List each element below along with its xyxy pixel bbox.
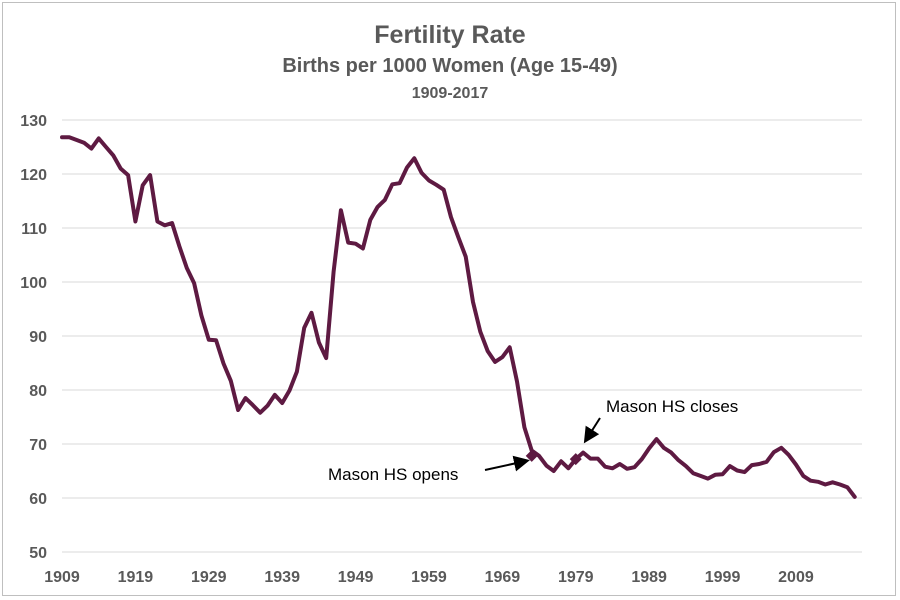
y-tick-label: 130 bbox=[20, 113, 47, 130]
chart-title: Fertility Rate bbox=[374, 21, 526, 49]
chart-subtitle: Births per 1000 Women (Age 15-49) bbox=[282, 55, 617, 77]
arrow-opens bbox=[484, 455, 530, 472]
x-tick-label: 1909 bbox=[44, 569, 80, 586]
x-tick-label: 1989 bbox=[631, 569, 667, 586]
x-tick-label: 1929 bbox=[191, 569, 227, 586]
chart-date-range: 1909-2017 bbox=[412, 85, 489, 102]
fertility-rate-line bbox=[60, 135, 857, 499]
x-tick-label: 1979 bbox=[558, 569, 594, 586]
y-tick-label: 110 bbox=[21, 221, 47, 238]
data-marker bbox=[569, 453, 582, 466]
arrow-closes bbox=[583, 417, 601, 444]
x-tick-label: 1999 bbox=[705, 569, 741, 586]
y-tick-label: 90 bbox=[29, 329, 47, 346]
annotation-mason-hs-closes: Mason HS closes bbox=[606, 397, 738, 416]
y-tick-label: 80 bbox=[29, 383, 47, 400]
annotation-mason-hs-opens: Mason HS opens bbox=[328, 465, 458, 484]
annotations: Mason HS opens Mason HS closes bbox=[328, 397, 738, 484]
x-tick-label: 1969 bbox=[485, 569, 521, 586]
x-tick-label: 1959 bbox=[411, 569, 447, 586]
x-axis-ticks: 1909 1919 1929 1939 1949 1959 1969 1979 1989 1999… bbox=[44, 569, 814, 586]
x-tick-label: 1949 bbox=[338, 569, 374, 586]
y-axis-ticks: 50 60 70 80 90 100 110 120 130 bbox=[20, 113, 47, 562]
y-tick-label: 120 bbox=[20, 167, 47, 184]
x-tick-label: 1919 bbox=[118, 569, 154, 586]
x-tick-label: 1939 bbox=[264, 569, 300, 586]
y-tick-label: 50 bbox=[29, 545, 47, 562]
x-tick-label: 2009 bbox=[778, 569, 814, 586]
gridlines bbox=[62, 119, 862, 553]
y-tick-label: 60 bbox=[29, 491, 47, 508]
y-tick-label: 100 bbox=[20, 275, 47, 292]
y-tick-label: 70 bbox=[29, 437, 47, 454]
